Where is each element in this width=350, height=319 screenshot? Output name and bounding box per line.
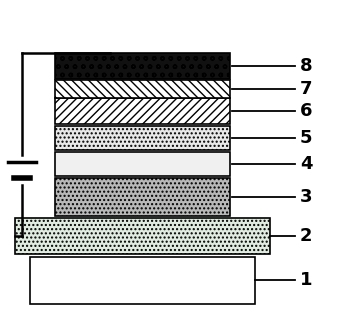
Text: 6: 6 — [300, 102, 313, 120]
Text: 5: 5 — [300, 129, 313, 147]
Text: 7: 7 — [300, 80, 313, 98]
Bar — [55, 53, 230, 79]
Text: 3: 3 — [300, 188, 313, 206]
Bar — [55, 98, 230, 124]
Text: 2: 2 — [300, 227, 313, 245]
Bar — [55, 126, 230, 150]
Bar — [55, 80, 230, 98]
Bar — [30, 257, 255, 304]
Bar — [15, 218, 270, 254]
Text: 1: 1 — [300, 271, 313, 289]
Text: 8: 8 — [300, 57, 313, 75]
Bar — [55, 178, 230, 216]
Bar — [55, 152, 230, 176]
Text: 4: 4 — [300, 155, 313, 173]
